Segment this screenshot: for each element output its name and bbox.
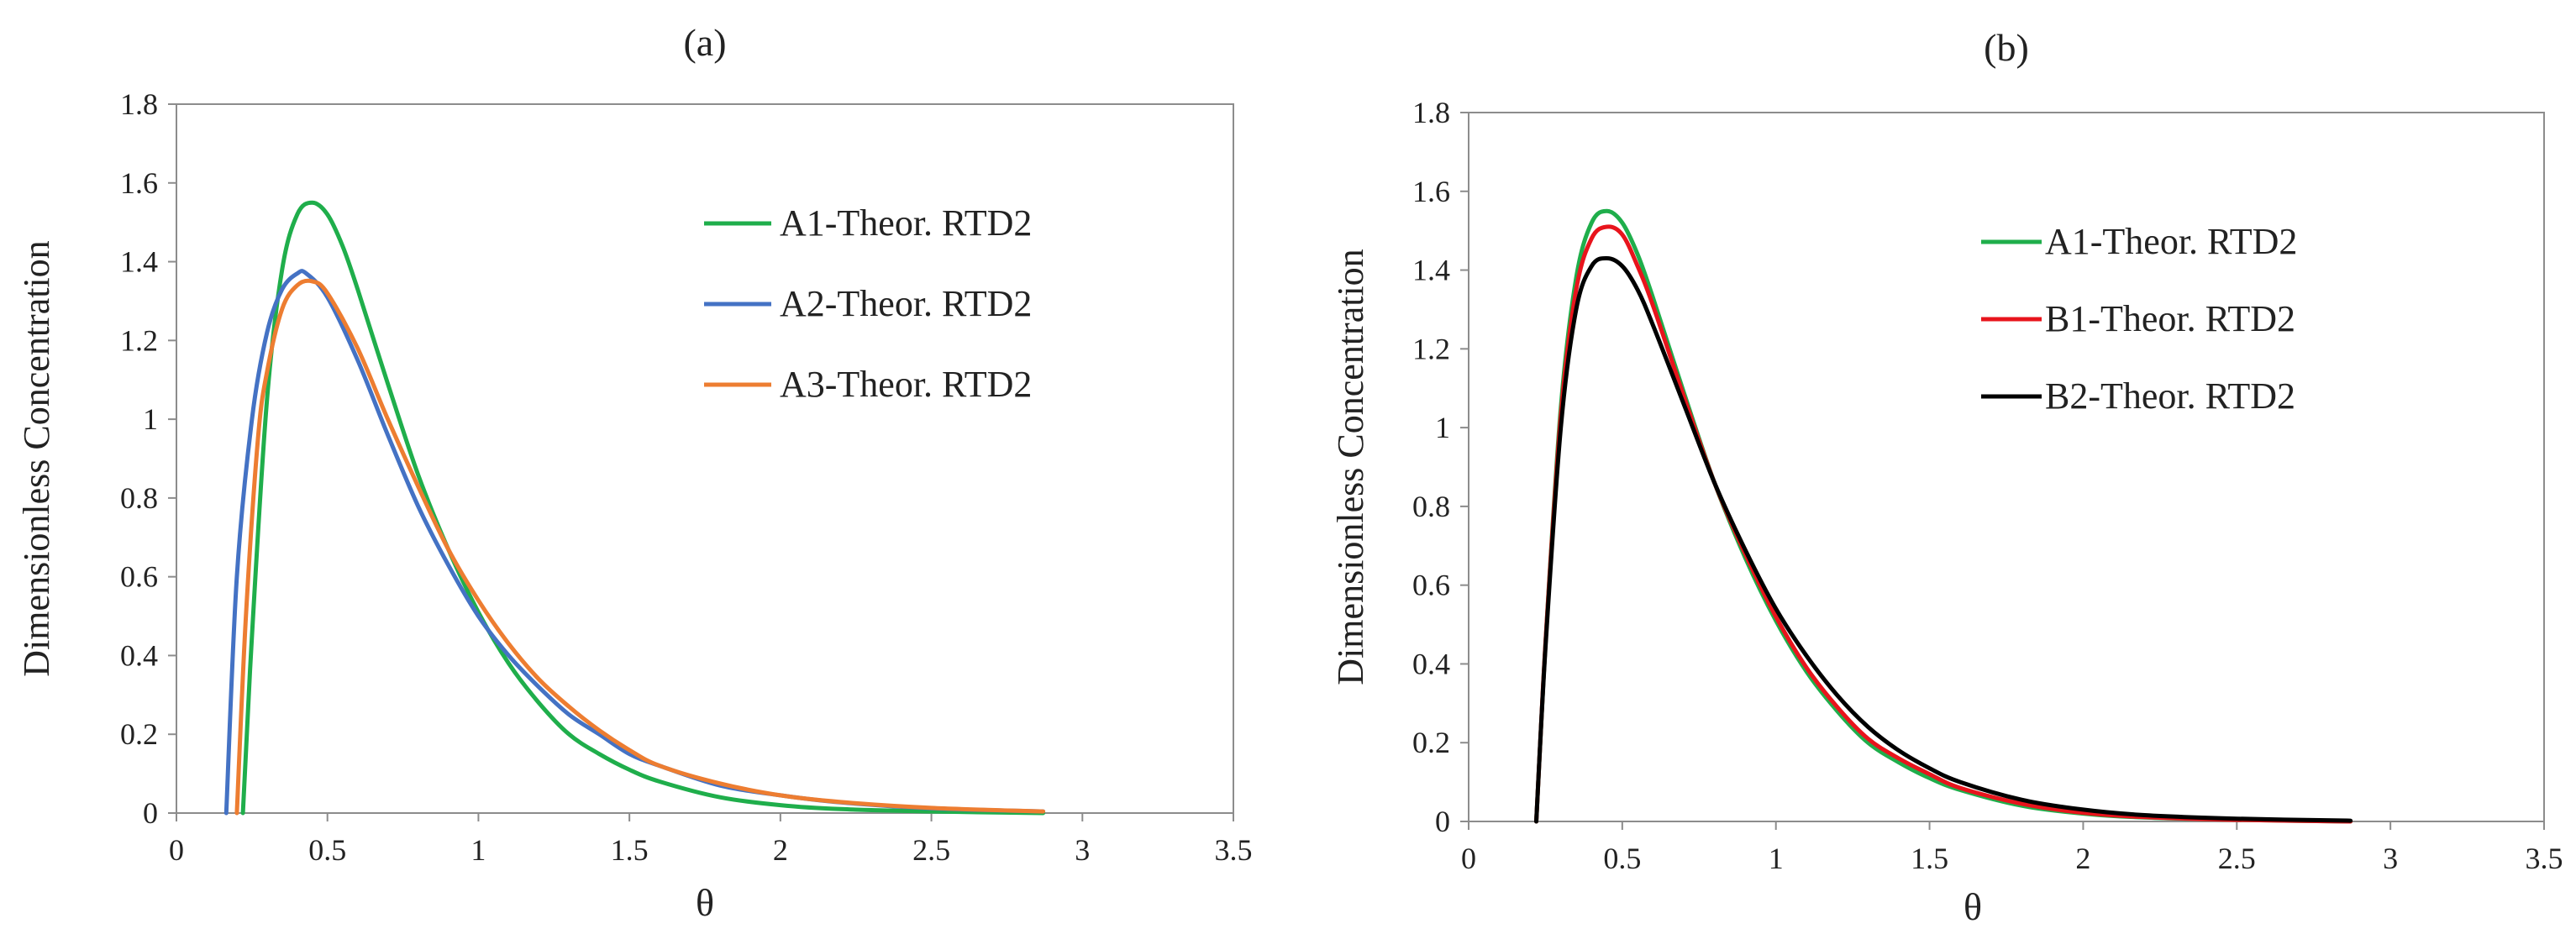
panel-b-label: (b): [1984, 26, 2029, 69]
panel-b-x-tick-label: 1.5: [1911, 842, 1948, 875]
panel-a-x-axis-label: θ: [696, 881, 714, 924]
panel-b-y-tick-label: 0.2: [1412, 726, 1450, 759]
panel-a-y-tick-label: 1.4: [120, 245, 158, 279]
panel-a-y-tick-label: 1.2: [120, 323, 158, 357]
panel-b-y-tick-label: 0.6: [1412, 569, 1450, 602]
panel-a-y-tick-label: 0.2: [120, 717, 158, 751]
panel-a-y-tick-label: 1: [143, 402, 158, 436]
panel-b-x-tick-label: 0.5: [1603, 842, 1641, 875]
panel-a-legend-label-1: A1-Theor. RTD2: [780, 202, 1032, 244]
panel-a-y-tick-label: 0: [143, 796, 158, 830]
panel-a-legend-label-3: A3-Theor. RTD2: [780, 364, 1032, 405]
panel-b-legend-label-3: B2-Theor. RTD2: [2045, 375, 2295, 417]
panel-b-plot-frame: [1468, 112, 2545, 822]
panel-b-series-line-3: [1534, 255, 2353, 824]
panel-a-y-tick-label: 1.8: [120, 87, 158, 121]
panel-a-x-tick-label: 2.5: [912, 833, 950, 867]
panel-b-y-tick-label: 0: [1435, 805, 1450, 838]
panel-a-y-tick-label: 1.6: [120, 166, 158, 200]
panel-a-x-tick-label: 1: [471, 833, 486, 867]
panel-b-y-tick-label: 1.6: [1412, 175, 1450, 208]
panel-b-legend-label-1: A1-Theor. RTD2: [2045, 221, 2297, 262]
panel-b-y-tick-label: 0.8: [1412, 490, 1450, 523]
panel-b-y-tick-label: 1.2: [1412, 332, 1450, 365]
panel-a-y-tick-label: 0.4: [120, 638, 158, 672]
panel-a-x-tick-label: 3.5: [1215, 833, 1253, 867]
panel-a-label: (a): [683, 21, 726, 64]
panel-b-legend-label-2: B1-Theor. RTD2: [2045, 298, 2295, 339]
panel-a-y-axis-label: Dimensionless Concentration: [16, 240, 57, 676]
panel-b-x-tick-label: 2: [2075, 842, 2090, 875]
panel-a-x-tick-label: 1.5: [611, 833, 649, 867]
panel-b-y-tick-label: 1.4: [1412, 254, 1450, 287]
panel-a-plot-frame: [176, 103, 1234, 814]
panel-a-x-tick-label: 0: [169, 833, 184, 867]
panel-a-legend: A1-Theor. RTD2 A2-Theor. RTD2 A3-Theor. RT…: [704, 202, 1032, 405]
panel-b-x-tick-label: 1: [1769, 842, 1784, 875]
panel-a-x-tick-label: 2: [773, 833, 788, 867]
panel-a-x-tick-label: 3: [1075, 833, 1090, 867]
panel-b-x-tick-label: 0: [1461, 842, 1476, 875]
panel-b-y-tick-label: 1: [1435, 411, 1450, 444]
chart-panel-b: (b) Dimensionless Concentration θ 0 0.5 1 1…: [1330, 26, 2563, 928]
panel-b-x-tick-label: 2.5: [2218, 842, 2256, 875]
panel-a-series-line-2: [223, 269, 1046, 816]
panel-b-x-tick-label: 3: [2383, 842, 2398, 875]
panel-a-y-tick-label: 0.8: [120, 481, 158, 515]
panel-a-x-tick-label: 0.5: [308, 833, 346, 867]
panel-b-legend: A1-Theor. RTD2 B1-Theor. RTD2 B2-Theor. RT…: [1981, 221, 2297, 417]
panel-b-y-tick-label: 1.8: [1412, 96, 1450, 129]
panel-b-x-axis-label: θ: [1964, 885, 1982, 928]
panel-b-x-tick-label: 3.5: [2526, 842, 2563, 875]
panel-b-y-tick-label: 0.4: [1412, 647, 1450, 680]
panel-a-series-line-3: [234, 278, 1046, 816]
panel-a-legend-label-2: A2-Theor. RTD2: [780, 283, 1032, 324]
chart-panel-a: (a) Dimensionless Concentration θ 0 0.5 1 1…: [16, 21, 1253, 924]
panel-a-y-tick-label: 0.6: [120, 560, 158, 594]
panel-b-y-axis-label: Dimensionless Concentration: [1330, 249, 1371, 685]
